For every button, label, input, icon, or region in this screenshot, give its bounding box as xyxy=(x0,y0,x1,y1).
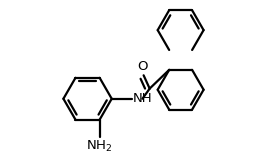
Text: NH: NH xyxy=(133,92,152,105)
Text: NH$_2$: NH$_2$ xyxy=(87,139,113,155)
Text: O: O xyxy=(138,60,148,73)
